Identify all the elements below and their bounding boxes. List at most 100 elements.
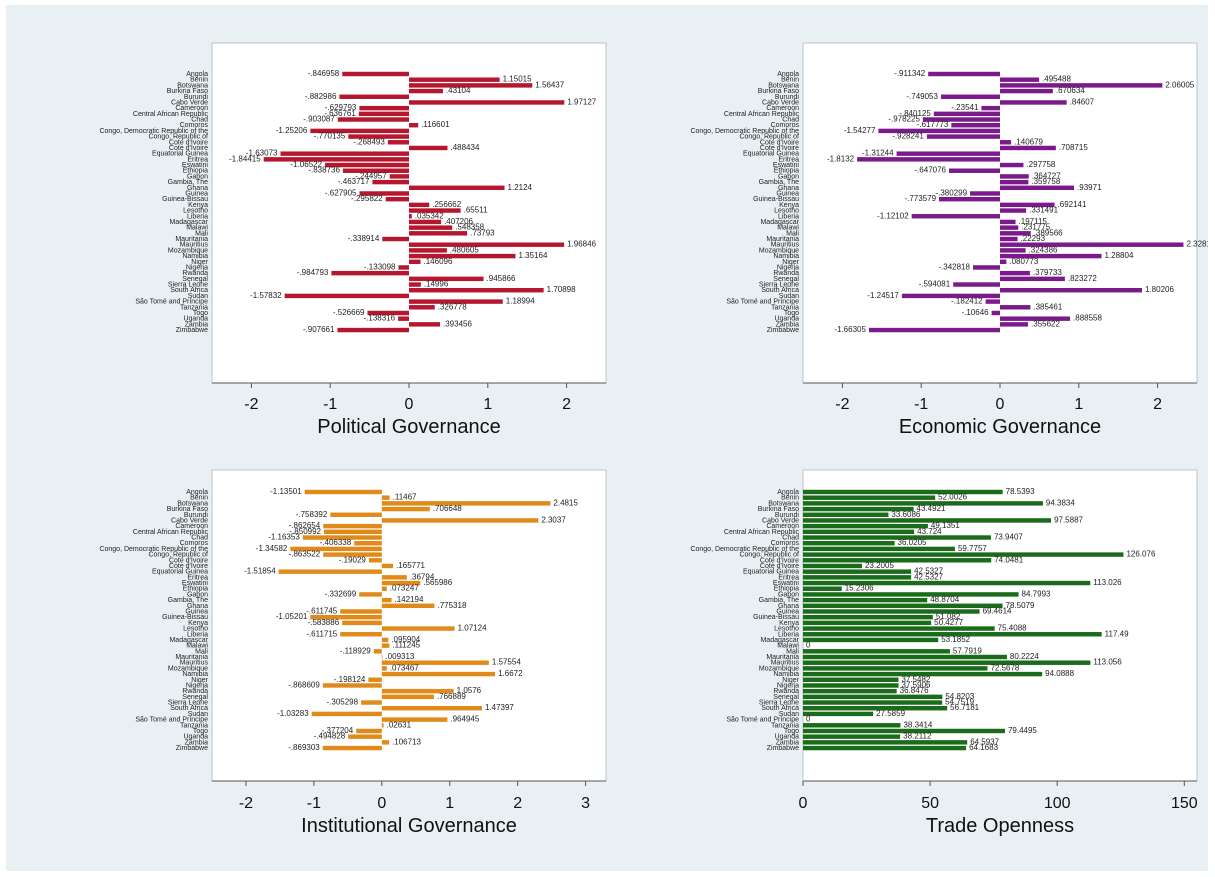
chart2-bar-16 bbox=[1000, 162, 1024, 168]
chart1-x-tick-label-4: 2 bbox=[562, 396, 571, 413]
chart3-data-label-17: .073247 bbox=[390, 584, 419, 593]
chart4-country-label-11: Congo, Republic of bbox=[739, 552, 799, 559]
chart2-country-label-15: Eritrea bbox=[778, 156, 799, 163]
chart4-data-label-29: 80.2224 bbox=[1010, 652, 1039, 661]
chart1-bar-0 bbox=[342, 71, 409, 77]
chart1-x-tick-label-0: -2 bbox=[244, 396, 258, 413]
chart3-bar-28 bbox=[373, 649, 382, 654]
chart1-bar-44 bbox=[409, 322, 441, 327]
chart1-country-label-16: Eswatini bbox=[182, 162, 209, 169]
chart3-bar-31 bbox=[381, 666, 387, 671]
chart4-bar-45 bbox=[803, 745, 967, 751]
chart2-country-label-1: Benin bbox=[781, 77, 799, 84]
chart3-data-label-23: -.583886 bbox=[308, 618, 340, 627]
chart2-country-label-29: Mauritania bbox=[766, 236, 799, 243]
chart1-bar-25 bbox=[409, 214, 412, 219]
chart1-bar-41 bbox=[409, 305, 435, 310]
chart4-country-label-24: Lesotho bbox=[774, 626, 799, 633]
chart2-country-label-10: Congo, Democratic Republic of the bbox=[690, 128, 799, 135]
chart1-bar-6 bbox=[359, 105, 409, 111]
chart3-data-label-25: -.611715 bbox=[306, 629, 338, 638]
chart3-data-label-29: .009313 bbox=[385, 652, 414, 661]
chart1-bar-10 bbox=[310, 128, 409, 134]
chart4-data-label-9: 36.0205 bbox=[898, 538, 927, 547]
chart2-bar-13 bbox=[1000, 145, 1056, 151]
chart3-bar-20 bbox=[381, 603, 435, 609]
chart2-country-label-42: Togo bbox=[784, 310, 799, 317]
chart1-bar-17 bbox=[342, 168, 409, 173]
chart3-country-label-33: Niger bbox=[191, 677, 208, 684]
chart2-data-label-11: -.928241 bbox=[892, 132, 924, 141]
chart4-bar-18 bbox=[803, 592, 1019, 597]
chart4-country-label-23: Kenya bbox=[779, 620, 799, 627]
chart4-data-label-32: 94.0888 bbox=[1045, 669, 1074, 678]
chart1-country-label-13: Cote d'Ivoire bbox=[169, 145, 208, 152]
chart2-bar-19 bbox=[1000, 179, 1029, 185]
chart2-data-label-43: .888558 bbox=[1073, 314, 1102, 323]
chart4-country-label-33: Niger bbox=[782, 677, 799, 684]
chart1-data-label-27: .548358 bbox=[455, 223, 484, 232]
chart-grid: -.846958 Angola 1.15015 Benin 1.56437 Botswan… bbox=[99, 42, 1215, 837]
chart3-bar-10 bbox=[290, 546, 382, 552]
chart2-country-label-24: Lesotho bbox=[774, 208, 799, 215]
chart1-country-label-5: Cabo Verde bbox=[171, 99, 208, 106]
chart2-data-label-9: -.617773 bbox=[917, 120, 949, 129]
chart4-country-label-35: Rwanda bbox=[773, 688, 799, 695]
chart2-country-label-27: Malawi bbox=[777, 225, 799, 232]
chart2-bar-4 bbox=[940, 94, 1000, 99]
chart3-country-label-15: Eritrea bbox=[187, 574, 208, 581]
chart2-data-label-12: .140679 bbox=[1014, 137, 1043, 146]
chart1-data-label-13: .488434 bbox=[450, 143, 479, 152]
chart1-country-label-8: Chad bbox=[191, 117, 208, 124]
chart3-bar-27 bbox=[381, 643, 390, 648]
chart4-bar-0 bbox=[803, 489, 1003, 495]
chart3-data-label-21: -.611745 bbox=[306, 606, 338, 615]
chart4-x-tick-label-0: 0 bbox=[799, 795, 808, 812]
chart4-data-label-20: 78.5079 bbox=[1006, 601, 1035, 610]
chart2-data-label-29: .22293 bbox=[1021, 234, 1046, 243]
chart3-x-tick-label-0: -2 bbox=[239, 795, 253, 812]
chart2-bar-5 bbox=[1000, 100, 1067, 105]
chart1-data-label-23: .256662 bbox=[432, 200, 461, 209]
chart4-bar-11 bbox=[803, 552, 1124, 557]
chart2-bar-17 bbox=[949, 168, 1000, 173]
chart2-country-label-34: Nigeria bbox=[777, 264, 799, 271]
chart1-bar-39 bbox=[284, 293, 409, 299]
chart3-data-label-16: .565986 bbox=[423, 578, 452, 587]
chart1-data-label-2: 1.56437 bbox=[535, 80, 564, 89]
chart2-country-label-6: Cameroon bbox=[766, 105, 799, 112]
chart4-bar-2 bbox=[803, 501, 1043, 506]
chart1-country-label-15: Eritrea bbox=[187, 156, 208, 163]
chart1-country-label-38: South Africa bbox=[170, 287, 208, 294]
chart1-country-label-9: Comoros bbox=[180, 122, 209, 129]
chart4-data-label-21: 69.4614 bbox=[983, 606, 1012, 615]
chart4-data-label-45: 64.1683 bbox=[969, 743, 998, 752]
chart1-data-label-7: -.636761 bbox=[324, 109, 356, 118]
chart3-data-label-26: .095904 bbox=[391, 635, 420, 644]
chart2-country-label-38: South Africa bbox=[761, 287, 799, 294]
chart4-country-label-8: Chad bbox=[782, 535, 799, 542]
chart1-bar-22 bbox=[385, 196, 409, 202]
chart1-bar-2 bbox=[409, 83, 533, 88]
chart2-country-label-33: Niger bbox=[782, 259, 799, 266]
chart4-data-label-26: 53.1852 bbox=[941, 635, 970, 644]
chart1-country-label-11: Congo, Republic of bbox=[148, 134, 208, 141]
chart3-country-label-39: Sudan bbox=[188, 711, 208, 718]
chart4-country-label-15: Eritrea bbox=[778, 574, 799, 581]
chart4-data-label-25: 117.49 bbox=[1105, 629, 1129, 638]
chart3-bar-0 bbox=[304, 489, 382, 495]
chart1-bar-30 bbox=[409, 242, 565, 247]
chart3-bar-36 bbox=[381, 694, 434, 700]
chart3-bar-19 bbox=[381, 597, 392, 603]
chart3-data-label-5: 2.3037 bbox=[541, 515, 566, 524]
chart2-bar-37 bbox=[953, 282, 1000, 287]
chart4-country-label-19: Gambia, The bbox=[759, 597, 799, 604]
chart1-bar-15 bbox=[263, 157, 409, 162]
chart1-data-label-22: -.295822 bbox=[351, 194, 383, 203]
chart1-data-label-12: -.268493 bbox=[353, 137, 385, 146]
chart2-country-label-5: Cabo Verde bbox=[762, 99, 799, 106]
chart2-data-label-1: .495488 bbox=[1042, 75, 1071, 84]
chart2-data-label-5: .84607 bbox=[1070, 97, 1095, 106]
chart4-country-label-30: Mauritius bbox=[771, 660, 800, 667]
chart1-bar-5 bbox=[409, 100, 565, 105]
